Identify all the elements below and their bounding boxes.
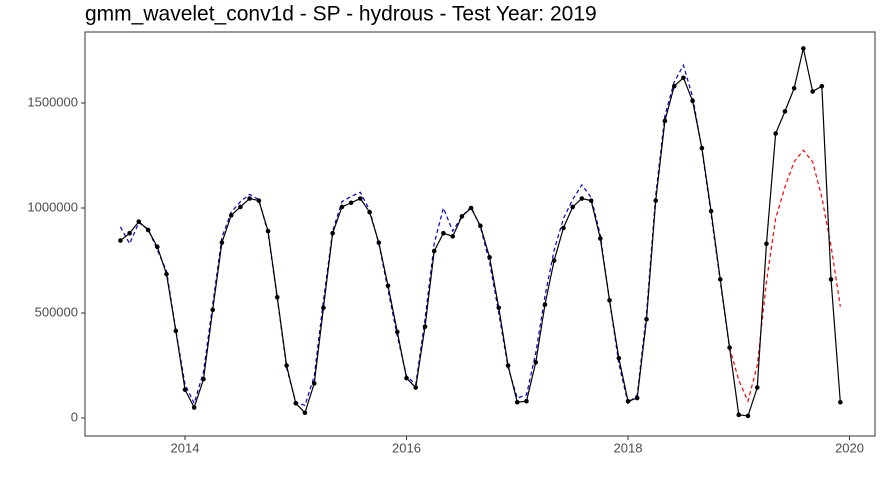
- data-point: [155, 244, 160, 250]
- data-point: [367, 209, 372, 215]
- series-line: [119, 63, 731, 407]
- data-point: [247, 196, 252, 201]
- data-point: [598, 236, 603, 241]
- data-point: [690, 98, 695, 104]
- data-point: [191, 405, 197, 410]
- data-point: [644, 317, 649, 322]
- y-tick-label: 0: [71, 409, 78, 424]
- data-point: [496, 305, 502, 311]
- data-point: [238, 204, 243, 210]
- data-point: [145, 227, 151, 233]
- data-point: [828, 277, 834, 282]
- data-point: [404, 375, 409, 381]
- data-point: [542, 302, 548, 307]
- series-line: [120, 48, 841, 417]
- data-point: [293, 401, 299, 406]
- x-tick-label: 2014: [171, 440, 200, 455]
- data-point: [173, 328, 179, 334]
- data-point: [579, 196, 585, 201]
- y-tick-label: 500000: [35, 304, 78, 319]
- data-point: [773, 131, 778, 136]
- data-point: [210, 307, 215, 313]
- data-point: [265, 228, 271, 234]
- data-point: [662, 118, 668, 124]
- y-tick-label: 1500000: [27, 94, 78, 109]
- data-point: [524, 398, 529, 404]
- data-point: [505, 363, 511, 368]
- data-point: [653, 198, 659, 203]
- data-point: [551, 258, 557, 263]
- data-point: [321, 305, 326, 311]
- data-point: [791, 85, 797, 91]
- data-point: [708, 208, 714, 214]
- data-point: [764, 241, 769, 247]
- data-point: [838, 399, 843, 405]
- data-point: [182, 387, 188, 392]
- data-point: [514, 399, 520, 405]
- data-point: [302, 410, 308, 416]
- data-point: [478, 223, 483, 229]
- data-point: [681, 75, 686, 81]
- chart-title: gmm_wavelet_conv1d - SP - hydrous - Test…: [85, 3, 597, 26]
- data-point: [459, 214, 465, 219]
- data-point: [487, 255, 492, 260]
- data-point: [201, 376, 206, 382]
- data-point: [754, 385, 760, 390]
- data-point: [616, 355, 622, 361]
- data-point: [228, 213, 234, 218]
- data-point: [634, 395, 640, 401]
- data-point: [570, 204, 575, 210]
- data-point: [607, 298, 612, 303]
- data-point: [330, 230, 335, 236]
- y-tick-label: 1000000: [27, 199, 78, 214]
- data-point: [413, 385, 419, 390]
- plot-panel: [84, 31, 876, 437]
- data-point: [441, 230, 446, 236]
- data-point: [671, 83, 677, 89]
- data-point: [136, 219, 142, 224]
- data-point: [348, 200, 354, 206]
- data-point: [727, 345, 732, 350]
- data-point: [164, 271, 169, 277]
- series-line: [729, 149, 841, 404]
- data-point: [533, 360, 539, 365]
- data-point: [468, 205, 474, 211]
- data-point: [450, 234, 455, 239]
- data-point: [561, 225, 566, 231]
- data-point: [256, 198, 262, 203]
- data-point: [274, 294, 280, 300]
- data-point: [819, 83, 825, 89]
- data-point: [422, 324, 428, 329]
- data-point: [782, 109, 788, 114]
- data-point: [431, 248, 437, 254]
- data-point: [699, 145, 705, 151]
- data-point: [588, 198, 594, 203]
- x-tick-label: 2020: [835, 440, 864, 455]
- data-point: [127, 230, 132, 236]
- data-point: [745, 413, 751, 419]
- data-point: [219, 240, 225, 245]
- data-point: [376, 240, 382, 245]
- data-point: [311, 381, 317, 386]
- data-point: [625, 398, 631, 404]
- data-point: [284, 363, 289, 368]
- data-point: [810, 89, 815, 94]
- data-point: [118, 238, 123, 243]
- x-tick-label: 2016: [392, 440, 421, 455]
- x-tick-label: 2018: [614, 440, 643, 455]
- data-point: [717, 277, 723, 282]
- data-point: [385, 283, 391, 289]
- data-point: [358, 196, 363, 201]
- data-point: [736, 412, 742, 418]
- data-point: [339, 204, 345, 210]
- data-point: [801, 46, 806, 51]
- data-point: [395, 329, 400, 335]
